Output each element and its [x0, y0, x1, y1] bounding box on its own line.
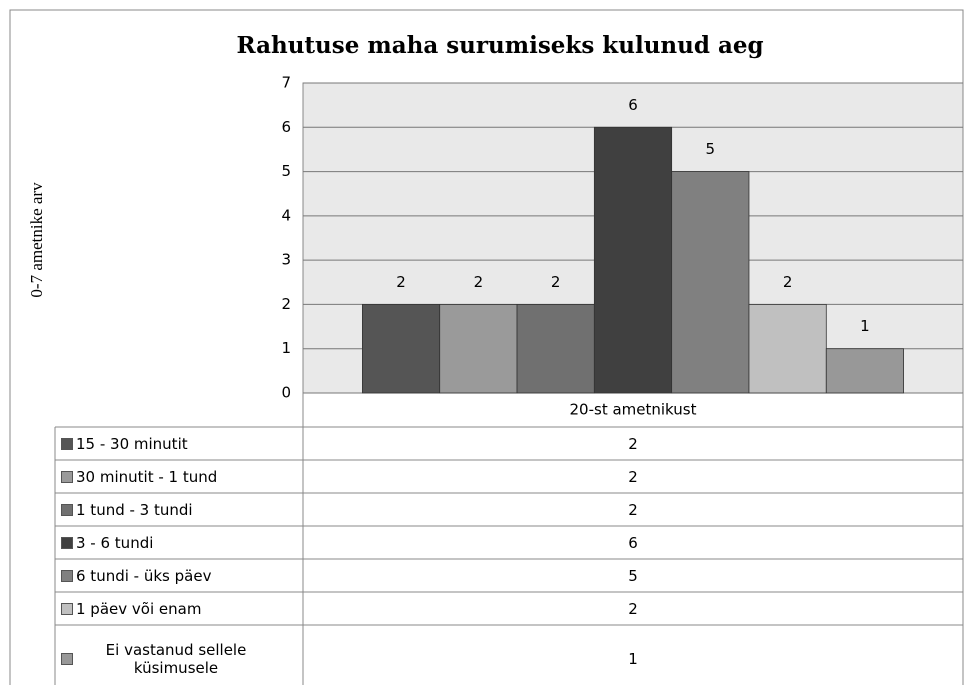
bar: [361, 304, 441, 394]
x-tick-label: 20-st ametnikust: [570, 401, 697, 419]
y-tick-label: 4: [281, 206, 291, 224]
table-value: 2: [628, 501, 638, 519]
legend-label: 6 tundi - üks päev: [76, 566, 212, 585]
legend-label: 15 - 30 minutit: [76, 434, 188, 453]
y-tick-label: 1: [281, 339, 291, 357]
legend-swatch: [61, 569, 73, 582]
table-value: 2: [628, 435, 638, 453]
legend-swatch: [61, 503, 73, 516]
y-axis-label: 0-7 ametnike arv: [27, 182, 46, 298]
y-tick-label: 3: [281, 251, 291, 269]
bar: [439, 304, 518, 394]
legend-entry: 6 tundi - üks päev: [55, 559, 299, 592]
legend-entry: 1 tund - 3 tundi: [55, 493, 299, 526]
table-value: 1: [628, 650, 638, 668]
legend-swatch: [61, 652, 73, 665]
data-label: 2: [396, 273, 406, 291]
table-value: 5: [628, 567, 638, 585]
data-label: 2: [783, 273, 793, 291]
legend-cell: 6 tundi - üks päev: [55, 559, 299, 592]
data-label: 6: [628, 96, 638, 114]
legend-cell: 1 päev või enam: [55, 592, 299, 625]
bar: [825, 348, 904, 394]
legend-label: 3 - 6 tundi: [76, 533, 154, 552]
legend-swatch: [61, 536, 73, 549]
bar: [516, 304, 595, 394]
y-tick-label: 6: [281, 118, 291, 136]
legend-cell: 1 tund - 3 tundi: [55, 493, 299, 526]
legend-entry: 15 - 30 minutit: [55, 427, 299, 460]
legend-cell: Ei vastanud sellele küsimusele: [55, 625, 299, 689]
y-tick-label: 7: [281, 74, 291, 92]
y-tick-label: 5: [281, 162, 291, 180]
table-value: 6: [628, 534, 638, 552]
bar: [671, 171, 750, 394]
y-tick-label: 0: [281, 384, 291, 402]
legend-cell: 15 - 30 minutit: [55, 427, 299, 460]
data-label: 5: [706, 140, 716, 158]
data-label: 2: [474, 273, 484, 291]
legend-swatch: [61, 602, 73, 615]
bar: [748, 304, 827, 394]
legend-swatch: [61, 437, 73, 450]
data-label: 1: [860, 317, 870, 335]
legend-label: 1 päev või enam: [76, 599, 202, 618]
legend-cell: 3 - 6 tundi: [55, 526, 299, 559]
table-value: 2: [628, 600, 638, 618]
legend-entry: Ei vastanud sellele küsimusele: [55, 625, 299, 689]
legend-entry: 30 minutit - 1 tund: [55, 460, 299, 493]
bar: [593, 126, 673, 394]
table-value: 2: [628, 468, 638, 486]
legend-swatch: [61, 470, 73, 483]
legend-label: 30 minutit - 1 tund: [76, 467, 218, 486]
legend-label: Ei vastanud sellele küsimusele: [105, 640, 247, 677]
legend-label: 1 tund - 3 tundi: [76, 500, 193, 519]
data-label: 2: [551, 273, 561, 291]
legend-entry: 3 - 6 tundi: [55, 526, 299, 559]
chart-title: Rahutuse maha surumiseks kulunud aeg: [236, 32, 763, 59]
y-tick-label: 2: [281, 295, 291, 313]
legend-cell: 30 minutit - 1 tund: [55, 460, 299, 493]
legend-entry: 1 päev või enam: [55, 592, 299, 625]
